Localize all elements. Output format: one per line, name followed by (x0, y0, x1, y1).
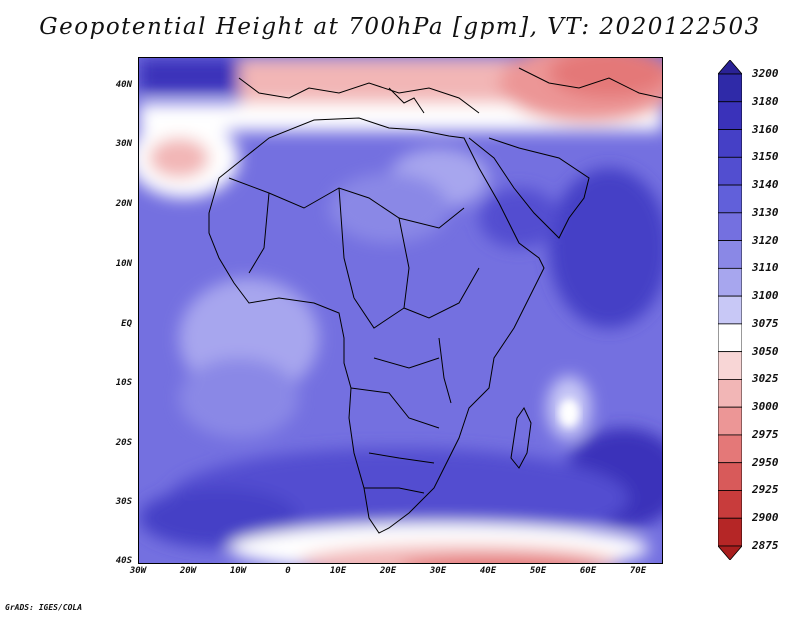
colorbar-swatch (718, 184, 742, 214)
colorbar-level-label: 3180 (752, 94, 779, 108)
colorbar-swatch (718, 101, 742, 130)
lon-label: 50E (529, 566, 547, 576)
lon-label: 60E (579, 566, 597, 576)
map-panel (138, 57, 663, 564)
colorbar-level-label: 2925 (752, 483, 779, 497)
colorbar-swatch (718, 156, 742, 186)
lon-label: 30E (429, 566, 447, 576)
coastlines (208, 67, 662, 534)
colorbar-swatch (718, 73, 742, 103)
colorbar-swatch (718, 517, 742, 547)
colorbar-swatch (718, 323, 742, 353)
lat-label: 20S (115, 438, 132, 448)
lon-label: 10W (229, 566, 247, 576)
colorbar-level-label: 3140 (752, 178, 779, 192)
credit-text: GrADS: IGES/COLA (5, 603, 83, 612)
colorbar-level-label: 3200 (752, 67, 779, 80)
lat-label: 20N (115, 199, 132, 209)
colorbar-level-label: 2900 (752, 511, 779, 525)
colorbar (718, 60, 742, 560)
colorbar-level-label: 2875 (752, 539, 779, 552)
colorbar-top-arrow (718, 60, 742, 75)
colorbar-level-label: 3075 (752, 316, 779, 330)
colorbar-swatch (718, 379, 742, 408)
colorbar-level-label: 3160 (752, 122, 779, 136)
colorbar-swatch (718, 267, 742, 297)
colorbar-level-label: 3120 (752, 233, 779, 247)
lat-label: 30N (115, 139, 132, 149)
lon-label: 20E (379, 566, 397, 576)
height-field-map (139, 58, 662, 563)
colorbar-swatch (718, 295, 742, 325)
lon-label: 20W (179, 566, 197, 576)
colorbar-swatch (718, 129, 742, 158)
colorbar-level-label: 3130 (752, 205, 779, 219)
lon-label: 30W (129, 566, 147, 576)
colorbar-level-label: 3025 (752, 372, 779, 386)
lat-label: 40N (115, 80, 132, 90)
colorbar-level-label: 3100 (752, 289, 779, 303)
colorbar-level-label: 3050 (752, 344, 779, 358)
lat-label: 30S (115, 497, 132, 507)
colorbar-level-label: 3110 (752, 261, 779, 275)
colorbar-bottom-arrow (718, 545, 742, 560)
colorbar-swatch (718, 434, 742, 464)
colorbar-level-label: 3150 (752, 150, 779, 164)
lon-label: 0 (285, 566, 291, 576)
lon-label: 10E (329, 566, 347, 576)
colorbar-swatch (718, 406, 742, 436)
colorbar-swatch (718, 240, 742, 269)
lat-label: EQ (121, 319, 132, 329)
lon-label: 40E (479, 566, 497, 576)
colorbar-level-label: 2975 (752, 427, 779, 441)
colorbar-swatch (718, 212, 742, 241)
colorbar-swatch (718, 462, 742, 491)
lat-label: 40S (115, 556, 132, 566)
colorbar-level-label: 2950 (752, 455, 779, 469)
colorbar-swatch (718, 490, 742, 519)
colorbar-level-label: 3000 (752, 400, 779, 414)
colorbar-swatch (718, 351, 742, 380)
lon-label: 70E (629, 566, 647, 576)
chart-title: Geopotential Height at 700hPa [gpm], VT:… (39, 14, 761, 40)
lat-label: 10S (115, 378, 132, 388)
lat-label: 10N (115, 259, 132, 269)
